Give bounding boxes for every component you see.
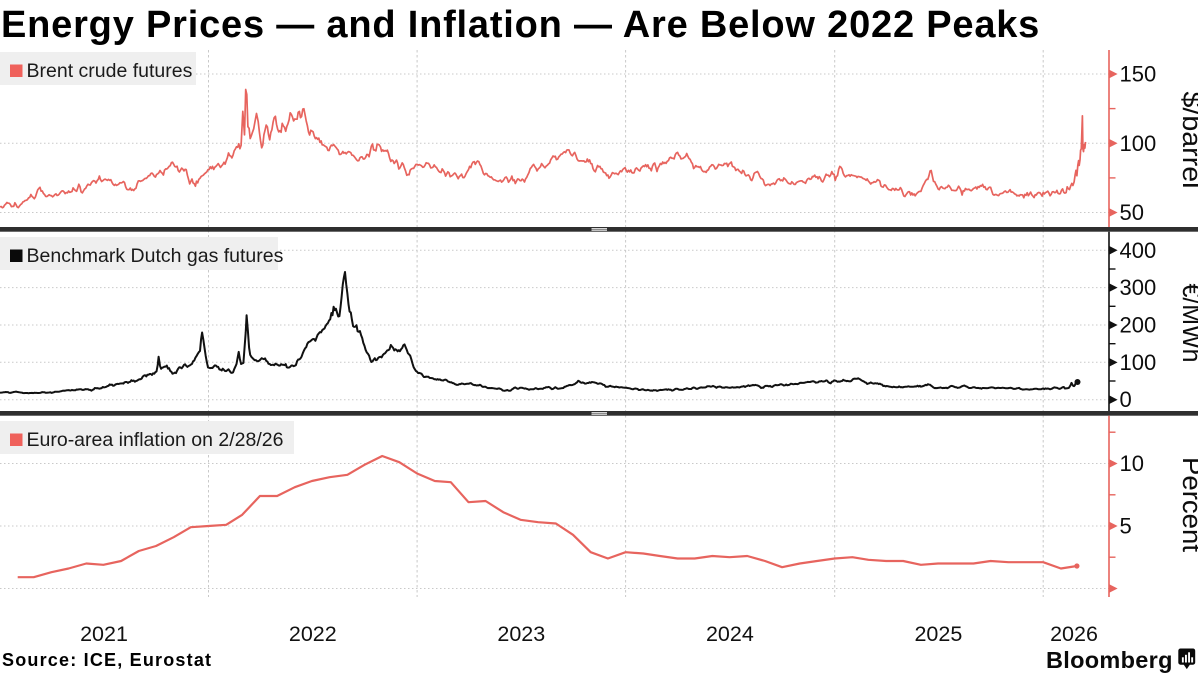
svg-text:100: 100 [1120,131,1157,156]
svg-text:$/barrel: $/barrel [1177,92,1198,189]
svg-text:2026: 2026 [1050,622,1098,646]
svg-text:Euro-area inflation on 2/28/26: Euro-area inflation on 2/28/26 [27,429,284,451]
svg-text:Source: ICE, Eurostat: Source: ICE, Eurostat [2,650,212,670]
svg-text:2021: 2021 [80,622,128,646]
svg-text:200: 200 [1120,313,1157,338]
svg-text:10: 10 [1120,451,1144,476]
svg-text:300: 300 [1120,275,1157,300]
svg-text:Energy Prices — and Inflation: Energy Prices — and Inflation — Are Belo… [1,4,1040,46]
svg-text:0: 0 [1120,387,1132,412]
svg-text:Brent crude futures: Brent crude futures [27,60,193,82]
svg-text:Bloomberg: Bloomberg [1046,647,1173,673]
svg-text:150: 150 [1120,62,1157,87]
svg-text:2025: 2025 [914,622,962,646]
svg-text:100: 100 [1120,350,1157,375]
svg-text:€/MWh: €/MWh [1177,284,1198,363]
svg-text:2023: 2023 [497,622,545,646]
svg-text:Percent: Percent [1177,457,1198,552]
svg-text:Benchmark Dutch gas futures: Benchmark Dutch gas futures [27,245,284,267]
svg-text:2022: 2022 [289,622,337,646]
svg-text:400: 400 [1120,238,1157,263]
svg-text:5: 5 [1120,514,1132,539]
svg-text:50: 50 [1120,200,1144,225]
svg-text:2024: 2024 [706,622,754,646]
